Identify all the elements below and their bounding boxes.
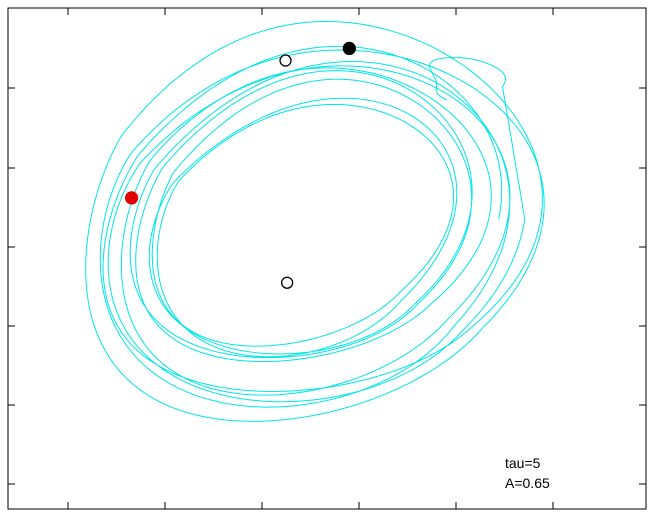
plot-frame: [7, 7, 647, 510]
plot-frame-group: [7, 7, 647, 510]
annotation-amplitude: A=0.65: [505, 475, 550, 491]
marker-fixed-point-3: [279, 54, 292, 67]
marker-fixed-point-2: [280, 276, 294, 289]
marker-highlight-state-1: [124, 191, 139, 205]
marker-group: [124, 41, 356, 289]
annotation-tau: tau=5: [505, 455, 541, 471]
trajectory-path: [85, 21, 545, 422]
trajectory-group: [85, 21, 545, 422]
annotation-group: tau=5 A=0.65: [505, 455, 550, 491]
marker-current-state-0: [342, 41, 356, 56]
